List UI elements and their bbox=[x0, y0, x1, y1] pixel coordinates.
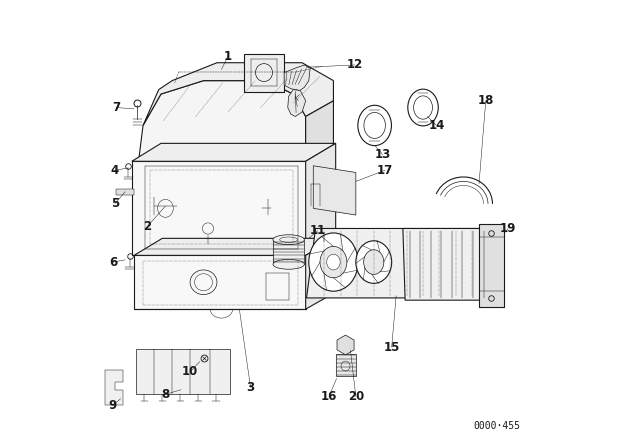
Ellipse shape bbox=[356, 241, 392, 284]
Polygon shape bbox=[314, 166, 356, 215]
Text: 14: 14 bbox=[428, 119, 445, 132]
Ellipse shape bbox=[326, 254, 340, 270]
Polygon shape bbox=[336, 354, 356, 376]
Ellipse shape bbox=[273, 235, 305, 245]
Polygon shape bbox=[132, 161, 306, 255]
Polygon shape bbox=[143, 63, 333, 125]
Text: 19: 19 bbox=[500, 222, 516, 235]
Ellipse shape bbox=[273, 259, 305, 269]
Polygon shape bbox=[403, 228, 490, 300]
Polygon shape bbox=[244, 54, 284, 92]
Text: 3: 3 bbox=[246, 381, 255, 394]
Text: 6: 6 bbox=[109, 255, 117, 269]
Text: 2: 2 bbox=[143, 220, 152, 233]
Text: 5: 5 bbox=[111, 197, 119, 211]
Polygon shape bbox=[105, 370, 123, 405]
Text: 18: 18 bbox=[477, 94, 494, 108]
Polygon shape bbox=[306, 101, 333, 157]
Text: 10: 10 bbox=[182, 365, 198, 379]
Polygon shape bbox=[139, 81, 306, 161]
Text: 13: 13 bbox=[374, 148, 391, 161]
Text: 20: 20 bbox=[348, 390, 364, 403]
Text: 8: 8 bbox=[161, 388, 170, 401]
Polygon shape bbox=[306, 238, 336, 309]
Polygon shape bbox=[307, 228, 486, 298]
Text: 15: 15 bbox=[383, 340, 400, 354]
Ellipse shape bbox=[308, 233, 358, 291]
Text: 0000·455: 0000·455 bbox=[474, 422, 520, 431]
Ellipse shape bbox=[358, 105, 392, 146]
Text: 7: 7 bbox=[112, 101, 120, 114]
Ellipse shape bbox=[413, 96, 433, 119]
Text: 12: 12 bbox=[347, 58, 363, 72]
Text: 1: 1 bbox=[224, 49, 232, 63]
Text: 16: 16 bbox=[321, 390, 337, 403]
Ellipse shape bbox=[408, 89, 438, 126]
Polygon shape bbox=[284, 65, 310, 90]
Polygon shape bbox=[479, 224, 504, 307]
Text: 17: 17 bbox=[377, 164, 393, 177]
Text: 11: 11 bbox=[310, 224, 326, 237]
Polygon shape bbox=[288, 90, 306, 116]
Polygon shape bbox=[116, 189, 134, 195]
Ellipse shape bbox=[364, 250, 384, 274]
Polygon shape bbox=[337, 335, 354, 355]
Ellipse shape bbox=[364, 112, 385, 138]
Ellipse shape bbox=[320, 246, 347, 278]
Polygon shape bbox=[134, 255, 306, 309]
Polygon shape bbox=[134, 238, 336, 255]
Polygon shape bbox=[132, 143, 336, 161]
Text: 9: 9 bbox=[108, 399, 116, 412]
Polygon shape bbox=[136, 349, 230, 394]
Polygon shape bbox=[273, 240, 305, 264]
Polygon shape bbox=[306, 143, 336, 255]
Text: 4: 4 bbox=[111, 164, 119, 177]
